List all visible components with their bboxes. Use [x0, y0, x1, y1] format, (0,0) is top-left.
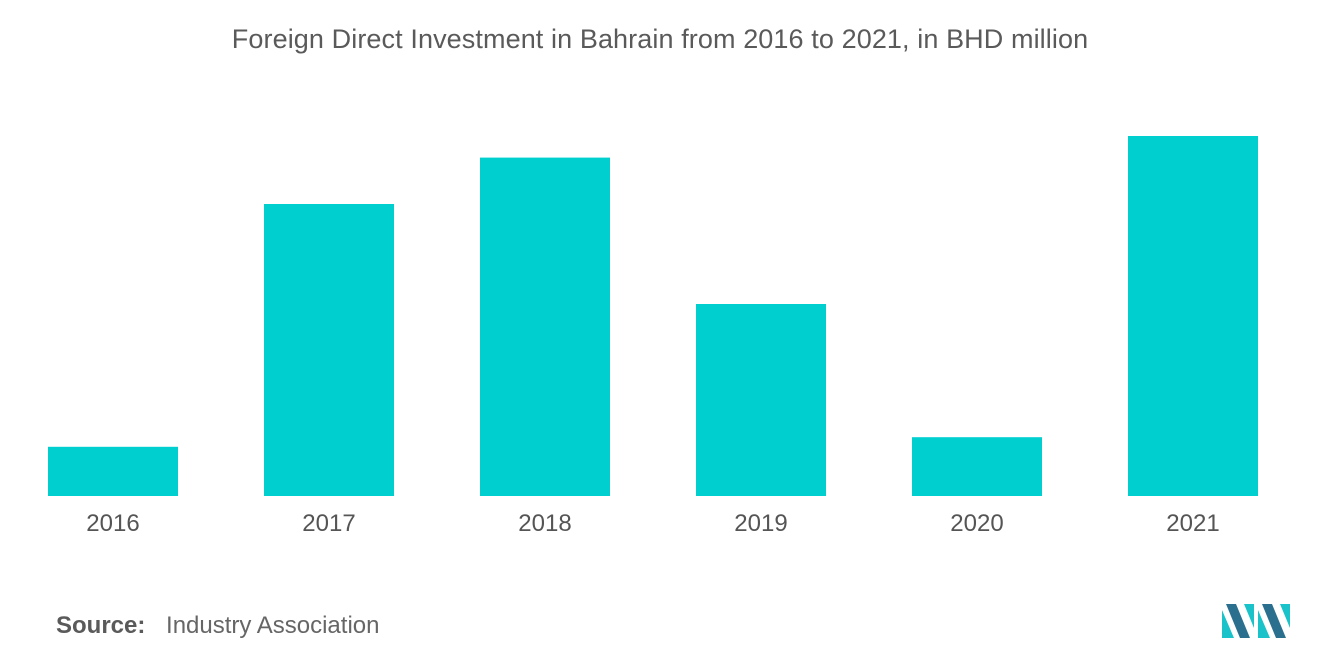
mordor-logo-icon: [1222, 604, 1290, 638]
x-tick-label-2017: 2017: [302, 510, 355, 537]
source-line: Source: Industry Association: [56, 612, 379, 640]
bar-2021: [1128, 136, 1258, 496]
x-tick-label-2016: 2016: [86, 510, 139, 537]
bar-2016: [48, 446, 178, 496]
bars-group: [48, 136, 1258, 496]
x-tick-label-2021: 2021: [1166, 510, 1219, 537]
bar-2017: [264, 204, 394, 496]
bar-2018: [480, 157, 610, 496]
x-tick-label-2019: 2019: [734, 510, 787, 537]
x-tick-labels: 2016 2017 2018 2019 2020 2021: [86, 510, 1219, 537]
x-tick-label-2018: 2018: [518, 510, 571, 537]
bar-2019: [696, 304, 826, 496]
bar-chart: 2016 2017 2018 2019 2020 2021: [48, 136, 1258, 537]
chart-title: Foreign Direct Investment in Bahrain fro…: [231, 24, 1089, 54]
bar-2020: [912, 437, 1042, 496]
source-label: Source:: [56, 612, 146, 639]
x-tick-label-2020: 2020: [950, 510, 1003, 537]
source-text: Industry Association: [166, 612, 380, 639]
